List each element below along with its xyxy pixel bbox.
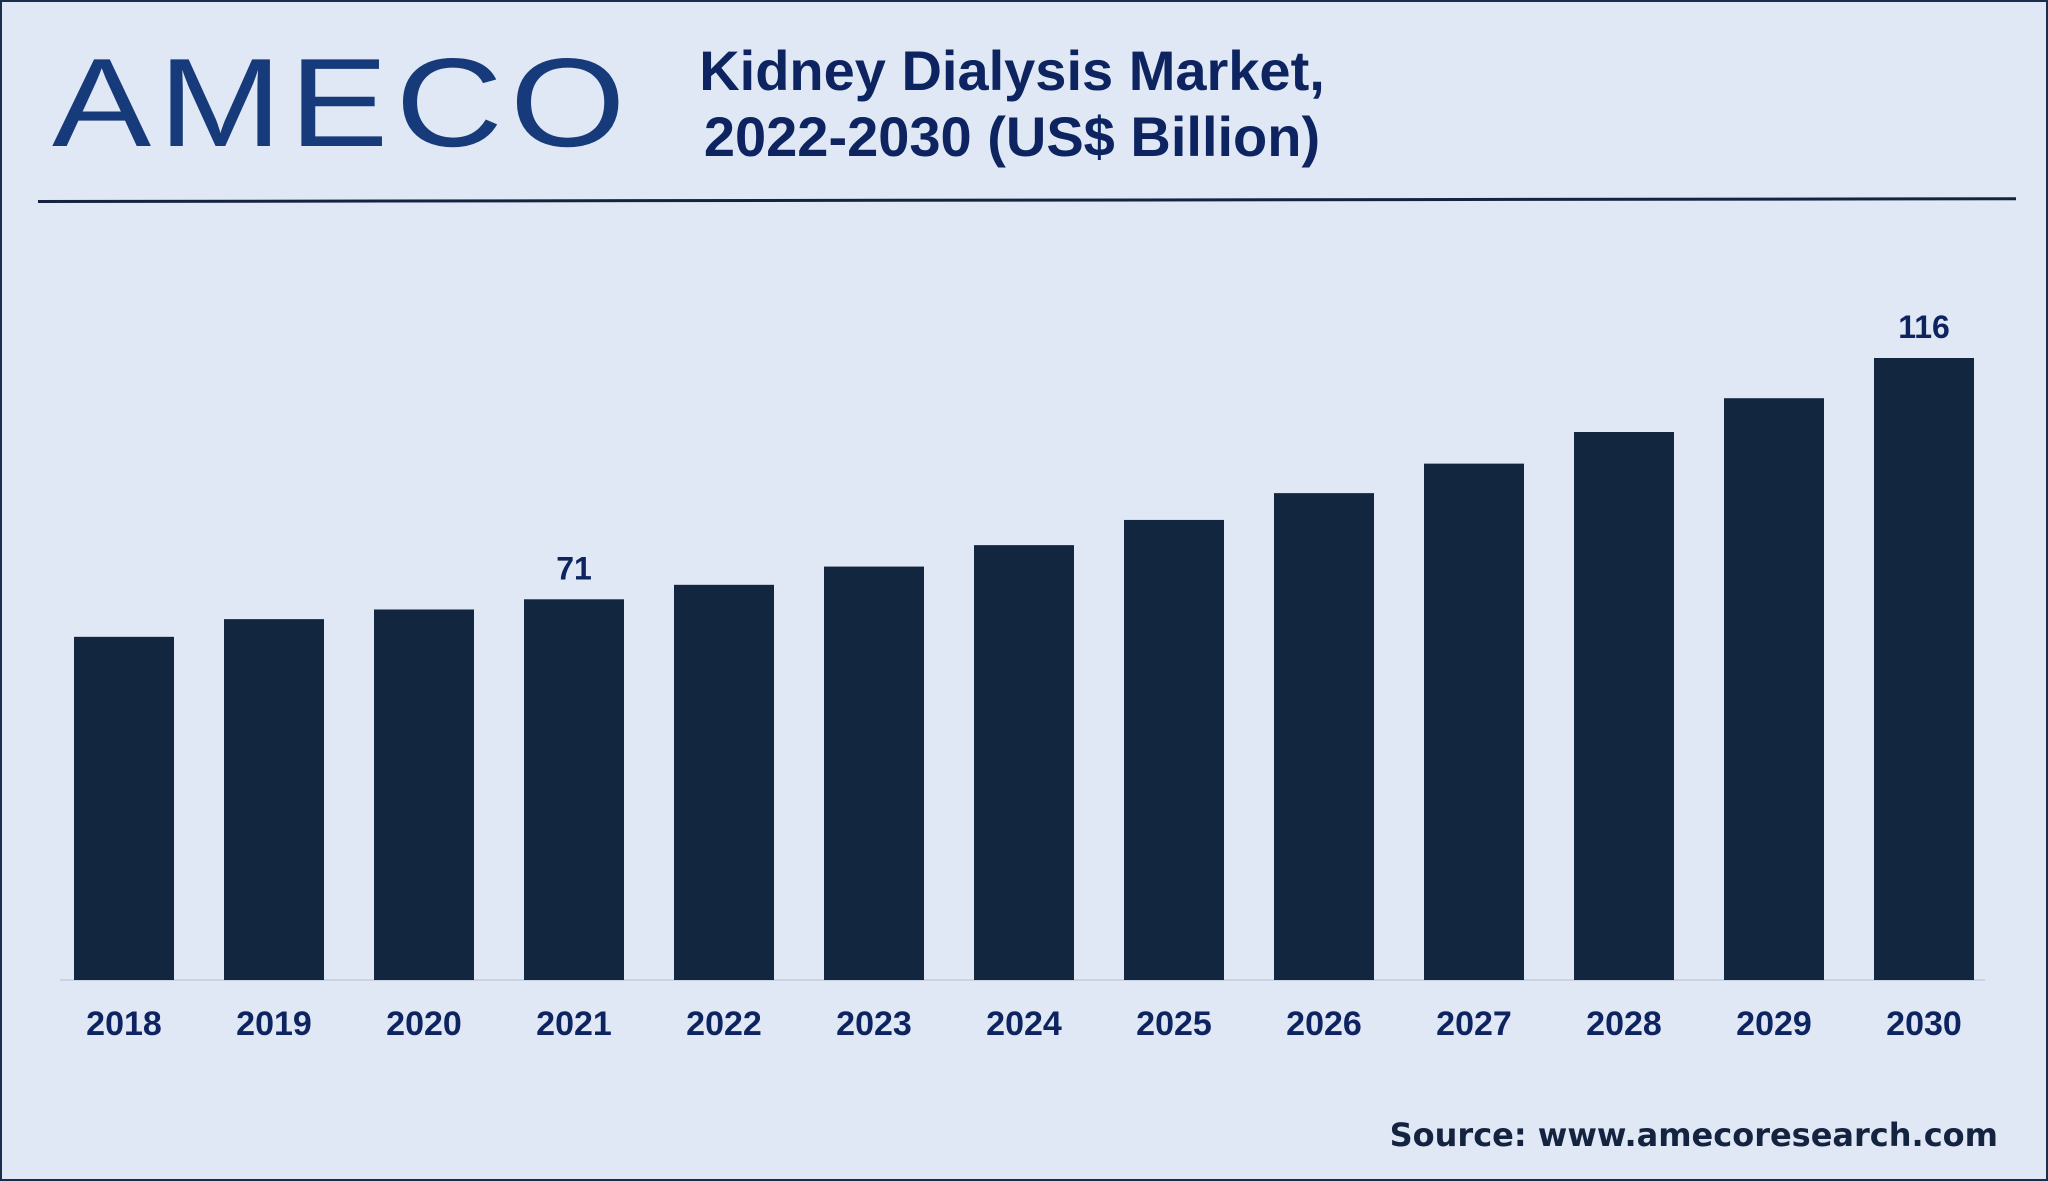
x-tick-label-2021: 2021: [536, 1005, 612, 1043]
bar-2026: [1274, 493, 1374, 980]
bar-2023: [824, 566, 924, 980]
bar-2024: [974, 545, 1074, 980]
bar-2020: [374, 609, 474, 980]
x-tick-label-2020: 2020: [386, 1005, 462, 1043]
bar-2030: [1874, 358, 1974, 980]
x-tick-label-2018: 2018: [86, 1005, 162, 1043]
bar-2019: [224, 619, 324, 980]
chart-title-line-2: 2022-2030 (US$ Billion): [703, 105, 1321, 168]
bar-2028: [1574, 431, 1674, 980]
x-tick-label-2023: 2023: [836, 1005, 912, 1043]
data-label-2030: 116: [1898, 309, 1950, 345]
x-tick-label-2025: 2025: [1136, 1005, 1212, 1043]
bar-2027: [1424, 463, 1524, 980]
bar-2029: [1724, 398, 1824, 980]
ameco-logo: AMECO: [52, 32, 633, 173]
x-tick-label-2022: 2022: [686, 1005, 762, 1043]
x-tick-label-2019: 2019: [236, 1005, 312, 1043]
x-tick-label-2027: 2027: [1436, 1005, 1512, 1043]
chart-title: Kidney Dialysis Market, 2022-2030 (US$ B…: [622, 38, 1402, 170]
x-tick-label-2028: 2028: [1586, 1005, 1662, 1043]
x-tick-label-2029: 2029: [1736, 1005, 1812, 1043]
bar-2022: [674, 584, 774, 980]
x-tick-label-2030: 2030: [1886, 1005, 1962, 1043]
bar-2025: [1124, 519, 1224, 980]
bar-2021: [524, 599, 624, 980]
bar-2018: [74, 636, 174, 980]
chart-title-line-1: Kidney Dialysis Market,: [699, 39, 1325, 102]
x-tick-label-2026: 2026: [1286, 1005, 1362, 1043]
source-note: Source: www.amecoresearch.com: [1389, 1116, 1998, 1154]
x-tick-label-2024: 2024: [986, 1005, 1062, 1043]
data-label-2021: 71: [556, 550, 592, 586]
